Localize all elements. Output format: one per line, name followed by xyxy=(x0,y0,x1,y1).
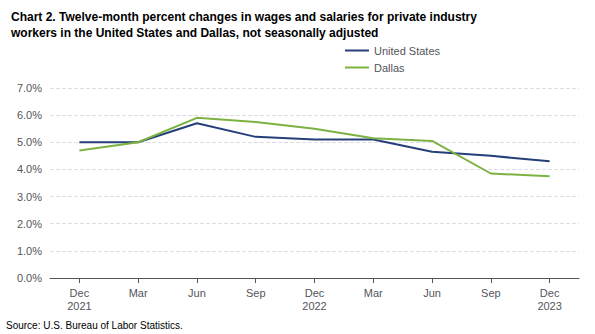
svg-text:United States: United States xyxy=(374,45,441,57)
svg-text:Dallas: Dallas xyxy=(374,62,405,74)
svg-text:4.0%: 4.0% xyxy=(17,163,42,175)
svg-text:Jun: Jun xyxy=(188,287,206,299)
svg-text:Dec: Dec xyxy=(540,287,560,299)
svg-text:Mar: Mar xyxy=(129,287,148,299)
svg-text:2023: 2023 xyxy=(537,300,561,312)
svg-text:workers in the United States a: workers in the United States and Dallas,… xyxy=(10,26,378,40)
svg-text:Dec: Dec xyxy=(70,287,90,299)
svg-text:1.0%: 1.0% xyxy=(17,245,42,257)
svg-text:7.0%: 7.0% xyxy=(17,82,42,94)
svg-text:Mar: Mar xyxy=(364,287,383,299)
svg-text:2.0%: 2.0% xyxy=(17,218,42,230)
svg-text:5.0%: 5.0% xyxy=(17,136,42,148)
svg-text:Chart 2. Twelve-month percent: Chart 2. Twelve-month percent changes in… xyxy=(11,10,477,24)
svg-text:6.0%: 6.0% xyxy=(17,109,42,121)
svg-text:2022: 2022 xyxy=(302,300,326,312)
svg-text:Sep: Sep xyxy=(481,287,501,299)
svg-text:Dec: Dec xyxy=(305,287,325,299)
svg-text:3.0%: 3.0% xyxy=(17,191,42,203)
svg-text:Source: U.S. Bureau of Labor S: Source: U.S. Bureau of Labor Statistics. xyxy=(6,320,183,331)
svg-text:0.0%: 0.0% xyxy=(17,272,42,284)
svg-text:Sep: Sep xyxy=(246,287,266,299)
svg-text:2021: 2021 xyxy=(67,300,91,312)
svg-text:Jun: Jun xyxy=(423,287,441,299)
